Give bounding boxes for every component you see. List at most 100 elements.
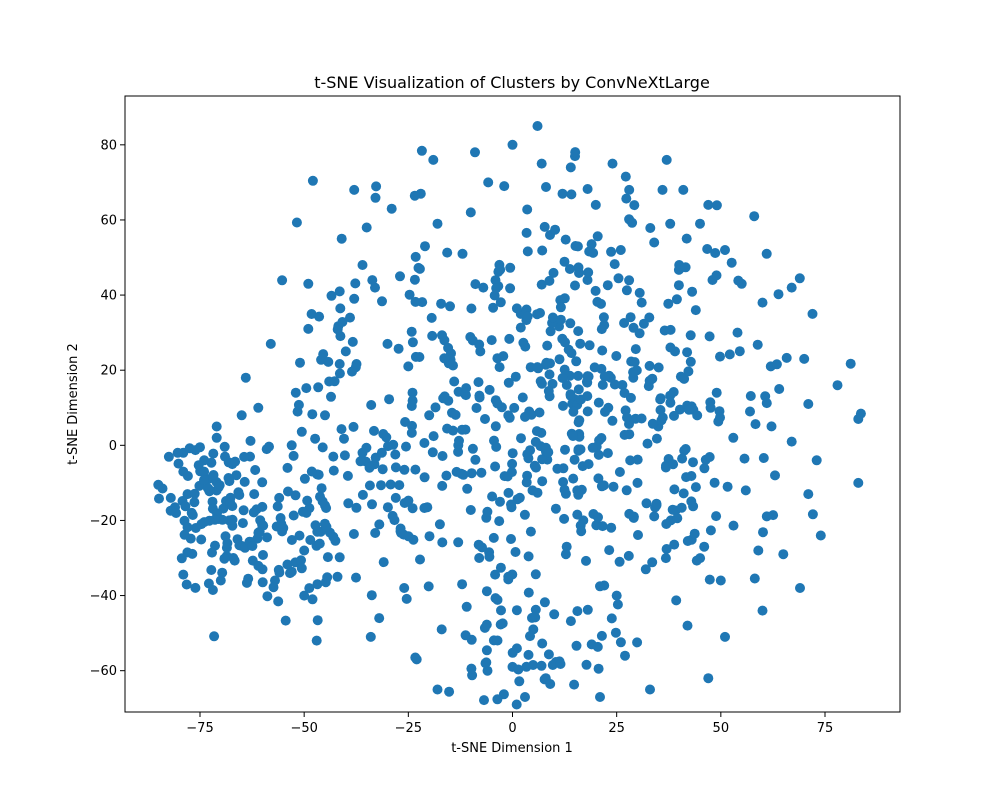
scatter-point [230,456,241,467]
scatter-point [403,531,414,542]
scatter-point [636,297,647,308]
scatter-point [663,298,674,309]
scatter-point [572,509,583,520]
scatter-point [332,571,343,582]
scatter-point [592,641,603,652]
scatter-point [404,289,415,300]
scatter-point [503,410,514,421]
scatter-point [224,476,235,487]
scatter-point [273,596,284,607]
scatter-point [619,318,630,328]
scatter-point [624,184,635,195]
scatter-point [582,184,593,194]
scatter-point [683,404,694,415]
scatter-point [539,597,550,608]
scatter-point [426,312,437,323]
scatter-point [623,550,634,561]
scatter-point [460,630,471,641]
scatter-point [565,389,576,400]
scatter-point [187,548,198,559]
scatter-point [506,467,517,478]
scatter-point [527,485,538,496]
y-axis-label: t-SNE Dimension 2 [66,343,81,465]
scatter-point [781,352,792,363]
scatter-point [726,257,737,268]
scatter-point [488,302,499,313]
scatter-point [474,553,485,563]
scatter-point [249,489,260,500]
scatter-point [303,278,314,289]
scatter-point [484,384,495,395]
scatter-point [509,402,520,413]
scatter-point [561,541,572,552]
scatter-point [302,495,313,506]
scatter-point [274,492,285,503]
scatter-point [206,457,217,468]
scatter-point [685,356,696,367]
scatter-point [227,501,238,512]
scatter-point [530,604,541,615]
scatter-point [642,438,653,449]
scatter-point [204,515,215,526]
scatter-point [297,506,308,517]
scatter-point [596,481,607,492]
scatter-point [521,227,532,238]
scatter-point [786,436,797,447]
scatter-point [522,246,533,257]
scatter-point [490,461,501,472]
scatter-point [680,444,691,454]
scatter-point [671,595,682,606]
scatter-point [505,262,516,273]
scatter-point [370,282,380,293]
scatter-point [558,400,568,411]
scatter-point [351,502,362,513]
scatter-point [558,477,569,487]
scatter-point [711,387,722,398]
scatter-point [573,370,584,381]
scatter-point [381,432,392,443]
scatter-point [291,217,302,228]
scatter-point [241,577,252,588]
scatter-point [619,388,630,398]
scatter-point [630,344,641,355]
scatter-point [655,405,666,415]
scatter-point [773,289,784,300]
scatter-point [182,471,193,481]
scatter-point [334,359,345,369]
scatter-point [704,452,715,462]
scatter-point [499,181,510,192]
scatter-point [462,483,473,494]
scatter-point [498,351,509,362]
scatter-point [811,455,822,466]
scatter-point [803,399,814,409]
scatter-point [690,482,701,493]
y-tick-label: −60 [90,664,117,679]
scatter-point [625,455,636,466]
scatter-point [340,346,351,357]
scatter-point [574,415,585,426]
scatter-point [211,421,222,432]
scatter-point [257,477,268,488]
scatter-point [728,520,739,531]
scatter-point [669,539,680,550]
scatter-point [470,279,481,290]
scatter-point [590,285,601,296]
scatter-point [705,402,716,413]
scatter-point [288,510,299,521]
scatter-point [207,547,217,558]
scatter-point [520,411,530,422]
scatter-point [672,513,683,524]
scatter-point [450,409,461,420]
scatter-point [628,367,639,378]
scatter-point [614,467,625,477]
scatter-point [536,158,547,169]
scatter-point [516,433,526,444]
scatter-point [543,447,554,458]
scatter-point [555,295,566,306]
scatter-point [410,251,421,262]
scatter-point [467,443,478,454]
scatter-point [248,507,259,518]
scatter-point [357,489,368,500]
scatter-point [514,676,525,687]
scatter-point [757,297,768,308]
